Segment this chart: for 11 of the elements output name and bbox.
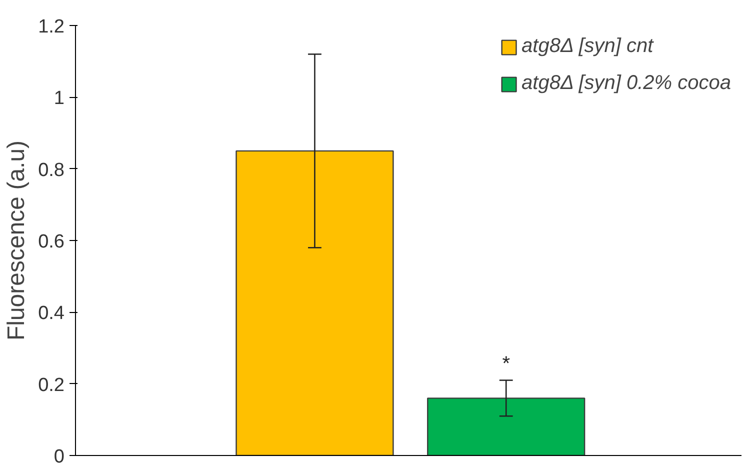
y-tick-label: 1.2 (38, 16, 65, 38)
y-tick-label: 0.2 (38, 374, 65, 396)
y-tick-label: 0.8 (38, 160, 65, 181)
y-tick-label: 0.4 (38, 303, 65, 324)
legend-label: atg8Δ [syn] cnt (522, 35, 654, 58)
legend-label: atg8Δ [syn] 0.2% cocoa (522, 72, 731, 95)
y-tick-label: 1 (54, 88, 65, 110)
y-axis-title: Fluorescence (a.u) (3, 140, 30, 341)
y-tick-label: 0.6 (38, 232, 65, 252)
data-label: * (502, 352, 510, 375)
y-tick-label: 0 (54, 446, 65, 465)
